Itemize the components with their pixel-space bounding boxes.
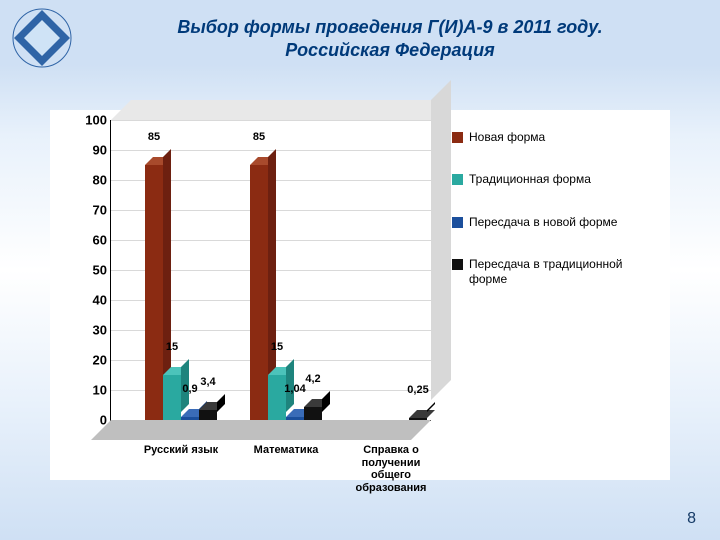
y-axis-tick: 10 — [69, 383, 107, 398]
title-line-1: Выбор формы проведения Г(И)А-9 в 2011 го… — [177, 17, 602, 37]
page-number: 8 — [687, 510, 696, 528]
legend-item: Пересдача в традиционной форме — [452, 257, 662, 286]
bar-value-label: 85 — [253, 131, 265, 143]
legend-swatch — [452, 132, 463, 143]
gridline — [111, 150, 431, 151]
legend-item: Пересдача в новой форме — [452, 215, 662, 229]
y-axis-tick: 40 — [69, 293, 107, 308]
x-axis-label: Русский язык — [131, 444, 231, 457]
chart-bar — [409, 418, 427, 420]
bar-value-label: 4,2 — [305, 373, 320, 385]
bar-value-label: 15 — [271, 341, 283, 353]
bar-value-label: 85 — [148, 131, 160, 143]
legend-label: Традиционная форма — [469, 172, 591, 186]
legend-label: Пересдача в традиционной форме — [469, 257, 662, 286]
y-axis-tick: 90 — [69, 143, 107, 158]
chart-bar — [268, 375, 286, 420]
x-axis-label: Справка о получении общего образования — [341, 444, 441, 495]
chart-container: 0 10 20 30 40 50 60 70 80 90 100 85 15 0,93,4 Русский … — [50, 110, 670, 480]
x-axis-label: Математика — [236, 444, 336, 457]
slide-title: Выбор формы проведения Г(И)А-9 в 2011 го… — [100, 16, 680, 61]
chart-bar — [199, 410, 217, 420]
legend-item: Традиционная форма — [452, 172, 662, 186]
title-line-2: Российская Федерация — [285, 40, 494, 60]
legend-item: Новая форма — [452, 130, 662, 144]
chart-bar — [181, 417, 199, 420]
chart-bar — [145, 165, 163, 420]
chart-bar — [163, 375, 181, 420]
bar-value-label: 0,9 — [182, 383, 197, 395]
legend-label: Пересдача в новой форме — [469, 215, 617, 229]
legend-swatch — [452, 217, 463, 228]
plot-3d-side — [431, 80, 451, 400]
legend-label: Новая форма — [469, 130, 545, 144]
gridline — [111, 120, 431, 121]
legend-swatch — [452, 259, 463, 270]
y-axis-tick: 80 — [69, 173, 107, 188]
logo — [10, 6, 74, 70]
bar-value-label: 15 — [166, 341, 178, 353]
bar-value-label: 3,4 — [200, 376, 215, 388]
bar-value-label: 1,04 — [284, 383, 305, 395]
chart-plot-area: 010203040506070809010085150,93,4Русский … — [110, 120, 431, 421]
legend-swatch — [452, 174, 463, 185]
y-axis-tick: 20 — [69, 353, 107, 368]
chart-bar — [250, 165, 268, 420]
chart-bar — [286, 417, 304, 420]
plot-3d-floor — [91, 420, 431, 440]
chart-legend: Новая форма Традиционная форма Пересдача в… — [452, 130, 662, 314]
y-axis-tick: 50 — [69, 263, 107, 278]
y-axis-tick: 0 — [69, 413, 107, 428]
chart-bar — [304, 407, 322, 420]
y-axis-tick: 70 — [69, 203, 107, 218]
y-axis-tick: 100 — [69, 113, 107, 128]
plot-3d-top — [111, 100, 451, 120]
y-axis-tick: 30 — [69, 323, 107, 338]
y-axis-tick: 60 — [69, 233, 107, 248]
bar-value-label: 0,25 — [407, 384, 428, 396]
